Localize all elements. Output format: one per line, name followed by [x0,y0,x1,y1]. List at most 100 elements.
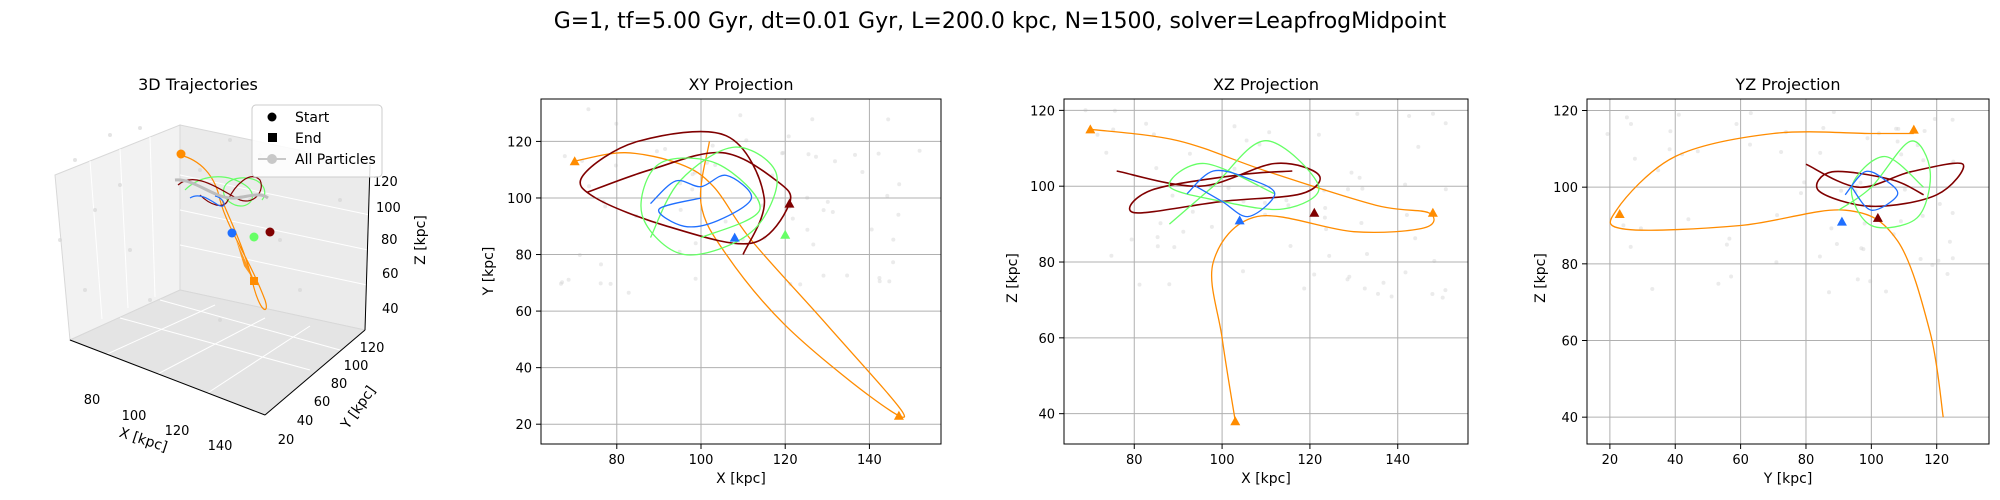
background-particle [603,204,608,209]
background-particle [1628,244,1633,249]
trajectory-green-xy [640,146,778,256]
tick-label-y-xy: 40 [515,362,532,377]
background-particle [1950,211,1955,215]
background-particle [1181,229,1186,234]
background-particle [1413,236,1418,241]
background-particle [1095,132,1100,137]
background-particle [1431,111,1435,116]
background-particle [1902,187,1907,192]
background-particle [896,212,901,217]
trajectory-green-yz [1838,140,1932,229]
legend-end-marker [268,133,277,142]
tick-3d-z-4: 120 [373,175,398,190]
background-particle [690,172,695,177]
trajectory-blue-xz [1186,169,1276,218]
tick-label-y-yz: 100 [1553,181,1578,196]
background-particle [1898,219,1903,224]
background-particle [599,262,603,267]
background-particle [723,219,728,224]
background-particle [1734,122,1739,126]
background-particle [1359,221,1364,225]
background-particle [705,160,709,165]
background-particle [613,163,618,168]
background-particle [1884,289,1888,294]
background-particle [559,281,563,286]
background-particle [693,241,698,246]
trajectory-orange-yz [1609,131,1944,418]
background-particle [1154,166,1159,171]
background-particle [1861,247,1866,252]
background-particle [1650,287,1655,291]
axis-label-yz-x: Y [kpc] [1763,471,1813,487]
background-particle [1632,156,1637,161]
tick-3d-x-2: 120 [165,424,190,439]
tick-label-x-yz: 80 [1798,453,1815,468]
tick-3d-x-3: 140 [208,439,233,454]
background-particle [1346,187,1350,192]
background-particle [1151,132,1156,137]
tick-3d-x-0: 80 [84,393,101,408]
background-particle [1355,111,1360,116]
background-particle [1922,129,1927,133]
tick-label-y-xy: 60 [515,305,532,320]
background-particle [806,152,811,157]
background-particle [587,184,591,189]
background-particle [877,279,882,284]
background-particle [1921,158,1926,163]
background-particle [1859,246,1864,251]
background-particle [1862,221,1867,226]
background-particle [810,117,815,122]
tick-label-x-xy: 80 [609,453,626,468]
background-particle [833,159,837,164]
tick-label-y-xz: 80 [1038,256,1055,271]
panel-title-xy: XY Projection [689,75,794,94]
tick-label-x-yz: 100 [1859,453,1884,468]
background-particle [1362,286,1367,291]
marker-blue-xy [729,232,740,242]
background-particle [1858,180,1863,185]
background-particle [1895,139,1900,144]
tick-3d-y-5: 120 [360,341,385,356]
tick-3d-y-3: 80 [331,377,348,392]
tick-label-x-yz: 40 [1667,453,1684,468]
background-particle [1349,170,1354,175]
tick-3d-z-1: 60 [382,267,399,282]
panel-title-yz: YZ Projection [1735,75,1841,94]
background-particle [1129,237,1134,242]
figure-suptitle: G=1, tf=5.00 Gyr, dt=0.01 Gyr, L=200.0 k… [554,9,1447,34]
marker-blue-yz [1836,216,1847,226]
background-particle [1430,292,1435,296]
background-particle [1187,151,1192,156]
background-particle [886,117,891,122]
background-particle [860,170,865,174]
tick-3d-x-1: 100 [122,409,147,424]
background-particle [1365,252,1369,256]
end-marker-3d-orange [250,277,258,285]
legend-start-marker [267,112,277,122]
trajectory-darkred-xy [579,130,792,255]
plot-frame-xz [1063,98,1469,445]
background-particle [1827,290,1831,295]
panel-xz-projection: XZ Projection 80 100 120 140 40 60 80 100 120 X … [1005,75,1469,487]
tick-label-y-xz: 120 [1030,104,1055,119]
panel-title-xz: XZ Projection [1213,75,1319,94]
background-particle [1109,253,1114,258]
background-particle [1170,193,1175,198]
background-particle [1716,281,1721,286]
tick-label-y-yz: 120 [1553,105,1578,120]
background-particle [1920,213,1925,218]
tick-label-y-yz: 60 [1561,335,1578,350]
background-particle [1403,182,1408,187]
background-particle [1241,269,1245,274]
tick-label-x-yz: 20 [1602,453,1619,468]
background-particle [1322,215,1327,220]
trajectory-darkred-xz [1116,162,1321,214]
tick-3d-z-2: 80 [381,233,398,248]
tick-label-y-xy: 20 [515,418,532,433]
plot-frame-yz [1586,98,1990,445]
background-particle [821,208,826,213]
background-particle [1950,117,1955,122]
background-particle [1936,258,1941,263]
start-marker-3d-blue [227,228,237,238]
tick-label-y-xy: 120 [507,135,532,150]
